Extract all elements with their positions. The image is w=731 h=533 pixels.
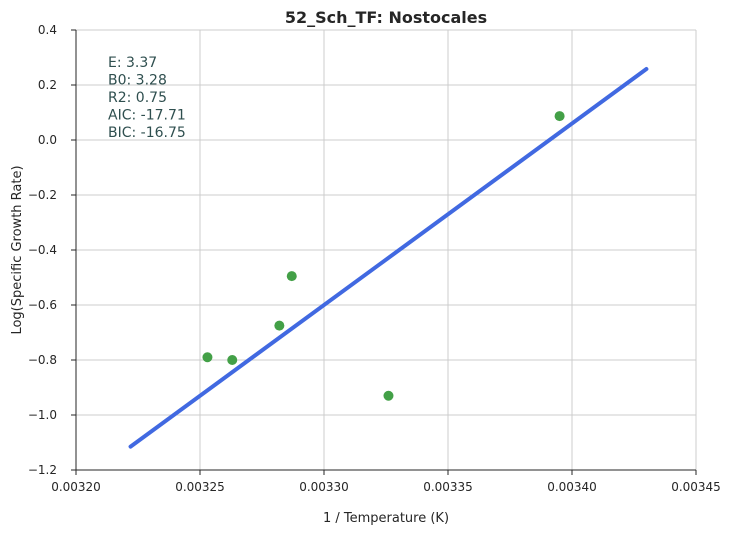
- fit-line-group: [128, 67, 649, 449]
- y-tick-label: −1.0: [28, 408, 57, 422]
- fit-annotation-line: AIC: -17.71: [108, 108, 186, 124]
- x-tick-label: 0.00330: [299, 480, 349, 494]
- x-ticks: 0.00320 0.00325 0.00330 0.00335 0.00340 0.003…: [51, 470, 721, 494]
- y-tick-label: −0.8: [28, 353, 57, 367]
- data-point: [274, 320, 285, 331]
- x-tick-label: 0.00345: [671, 480, 721, 494]
- data-point: [227, 355, 238, 365]
- x-tick-label: 0.00325: [175, 480, 225, 494]
- y-tick-label: 0.0: [38, 133, 57, 147]
- grid: [75, 29, 697, 471]
- data-point: [202, 352, 213, 363]
- y-tick-label: −0.4: [28, 243, 57, 257]
- scatter-points: [202, 111, 565, 401]
- fit-annotation-line: B0: 3.28: [108, 73, 167, 89]
- fit-annotation-line: E: 3.37: [108, 55, 157, 71]
- y-axis-label: Log(Specific Growth Rate): [10, 165, 25, 334]
- y-ticks: −1.2 −1.0 −0.8 −0.6 −0.4 −0.2 0.0 0.2 0.4: [28, 23, 76, 477]
- chart-title: 52_Sch_TF: Nostocales: [285, 8, 487, 27]
- fit-line: [128, 67, 649, 449]
- x-tick-label: 0.00340: [547, 480, 597, 494]
- data-point: [554, 111, 565, 122]
- y-tick-label: −0.2: [28, 188, 57, 202]
- x-tick-label: 0.00320: [51, 480, 101, 494]
- data-point: [286, 271, 297, 282]
- y-tick-label: 0.2: [38, 78, 57, 92]
- data-point: [383, 390, 394, 401]
- y-tick-label: −0.6: [28, 298, 57, 312]
- y-tick-label: −1.2: [28, 463, 57, 477]
- y-tick-label: 0.4: [38, 23, 57, 37]
- x-tick-label: 0.00335: [423, 480, 473, 494]
- x-axis-label: 1 / Temperature (K): [323, 511, 449, 526]
- fit-annotation-line: BIC: -16.75: [108, 125, 186, 141]
- fit-annotation-line: R2: 0.75: [108, 90, 167, 106]
